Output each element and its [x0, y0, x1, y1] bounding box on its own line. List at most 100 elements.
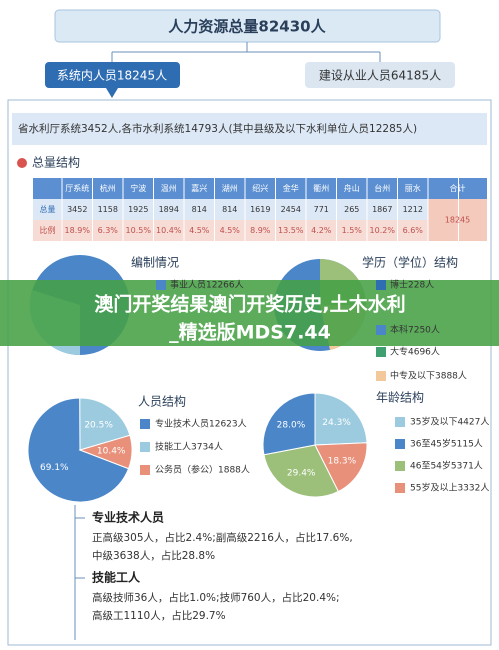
table-row-label: 比例	[40, 225, 56, 235]
pie-slice	[314, 392, 368, 446]
table-cell: 814	[222, 205, 237, 214]
legend-swatch	[376, 347, 386, 357]
legend-swatch	[156, 280, 166, 290]
legend-label: 46至54岁5371人	[410, 460, 483, 472]
pie-slice	[27, 397, 130, 503]
table-header: 嘉兴	[191, 183, 207, 193]
pie-title: 编制情况	[131, 255, 179, 270]
banner-text: _精选版MDS7.44	[169, 321, 331, 344]
legend-swatch	[395, 439, 405, 449]
detail-line: 高级工1110人，占比29.7%	[92, 609, 226, 622]
slice-label: 29.4%	[287, 468, 316, 478]
table-header: 绍兴	[252, 183, 268, 193]
bullet	[17, 158, 27, 168]
legend-label: 55岁及以上3332人	[410, 482, 489, 494]
summary: 省水利厅系统3452人,各市水利系统14793人(其中县级及以下水利单位人员12…	[18, 122, 417, 135]
left-box	[45, 62, 180, 88]
legend-label: 本科7250人	[390, 324, 440, 336]
banner-text: 澳门开奖结果澳门开奖历史,土木水利	[94, 293, 405, 316]
table-cell: 2454	[281, 205, 301, 214]
table-header: 湖州	[222, 184, 238, 193]
table-row-bg	[33, 220, 487, 241]
legend-swatch	[376, 371, 386, 381]
table-cell: 1.5%	[342, 226, 363, 235]
right-box	[305, 62, 455, 88]
legend-label: 35岁及以下4427人	[410, 416, 489, 428]
left-label: 系统内人员18245人	[57, 69, 167, 83]
summary-box	[12, 113, 487, 145]
legend-label: 事业人员12266人	[170, 279, 244, 291]
table-header: 宁波	[130, 183, 146, 193]
arrow	[106, 88, 118, 98]
table-cell: 13.5%	[278, 226, 304, 235]
table-total-bg	[428, 199, 487, 241]
legend-label: 公务员（参公）1888人	[155, 464, 250, 476]
slice-label: 69.1%	[40, 463, 69, 473]
table-cell: 1894	[159, 205, 179, 214]
table-cell: 10.5%	[126, 226, 152, 235]
slice-label: 18.3%	[328, 456, 357, 466]
pie-slice	[78, 434, 133, 470]
table-cell: 1619	[250, 205, 270, 214]
detail-line: 正高级305人，占比2.4%;副高级2216人，占比17.6%,	[92, 531, 353, 544]
legend-swatch	[395, 483, 405, 493]
table-cell: 10.2%	[370, 226, 396, 235]
section-title: 总量结构	[32, 155, 80, 170]
table-total: 18245	[445, 216, 470, 225]
table-cell: 1212	[403, 205, 423, 214]
table-row-bg	[33, 199, 487, 220]
pie-slice	[262, 392, 316, 456]
legend-swatch	[395, 417, 405, 427]
table-header: 衢州	[313, 183, 329, 193]
pie-title: 年龄结构	[376, 390, 424, 405]
legend-label: 技能工人3734人	[155, 441, 223, 453]
table-cell: 1925	[128, 205, 148, 214]
legend-swatch	[140, 442, 150, 452]
table-cell: 4.5%	[220, 226, 241, 235]
table-cell: 4.5%	[189, 226, 210, 235]
table-header: 金华	[283, 183, 299, 193]
slice-label: 20.5%	[84, 420, 113, 430]
table-cell: 8.9%	[250, 226, 271, 235]
slice-label: 24.3%	[322, 418, 351, 428]
right-label: 建设从业人员64185人	[319, 69, 441, 83]
table-row-label: 总量	[40, 204, 56, 214]
table-cell: 814	[192, 205, 207, 214]
legend-label: 博士228人	[390, 279, 434, 291]
legend-swatch	[376, 325, 386, 335]
table-cell: 771	[314, 205, 329, 214]
legend-swatch	[140, 419, 150, 429]
table-header: 杭州	[100, 183, 116, 193]
legend-swatch	[395, 461, 405, 471]
legend-swatch	[140, 465, 150, 475]
detail-title: 专业技术人员	[92, 510, 164, 525]
table-header: 厅系统	[65, 183, 89, 193]
table-cell: 3452	[67, 205, 87, 214]
table-header: 舟山	[344, 183, 360, 193]
table-header: 丽水	[405, 183, 421, 193]
pie-slice	[79, 397, 131, 451]
frame	[7, 99, 492, 646]
table-cell: 1867	[372, 205, 392, 214]
banner	[0, 280, 499, 346]
pie-slice	[263, 444, 339, 498]
slice-label: 28.0%	[277, 421, 306, 431]
table-cell: 18.9%	[65, 226, 91, 235]
detail-title: 技能工人	[92, 570, 141, 585]
table-cell: 4.2%	[311, 226, 332, 235]
legend-label: 36至45岁5115人	[410, 438, 483, 450]
table-header: 合计	[450, 183, 466, 193]
pie-title: 学历（学位）结构	[362, 255, 458, 270]
table-cell: 1158	[98, 205, 118, 214]
table-cell: 10.4%	[156, 226, 182, 235]
legend-label: 中专及以下3888人	[390, 370, 467, 382]
legend-label: 专业技术人员12623人	[155, 418, 247, 430]
title: 人力资源总量82430人	[168, 18, 326, 36]
table-header: 温州	[161, 184, 177, 193]
pie-title: 人员结构	[138, 394, 186, 409]
pie-slice	[314, 442, 368, 493]
table-header-bg	[33, 178, 487, 199]
legend-label: 大专4696人	[390, 346, 440, 358]
table-cell: 265	[344, 205, 359, 214]
